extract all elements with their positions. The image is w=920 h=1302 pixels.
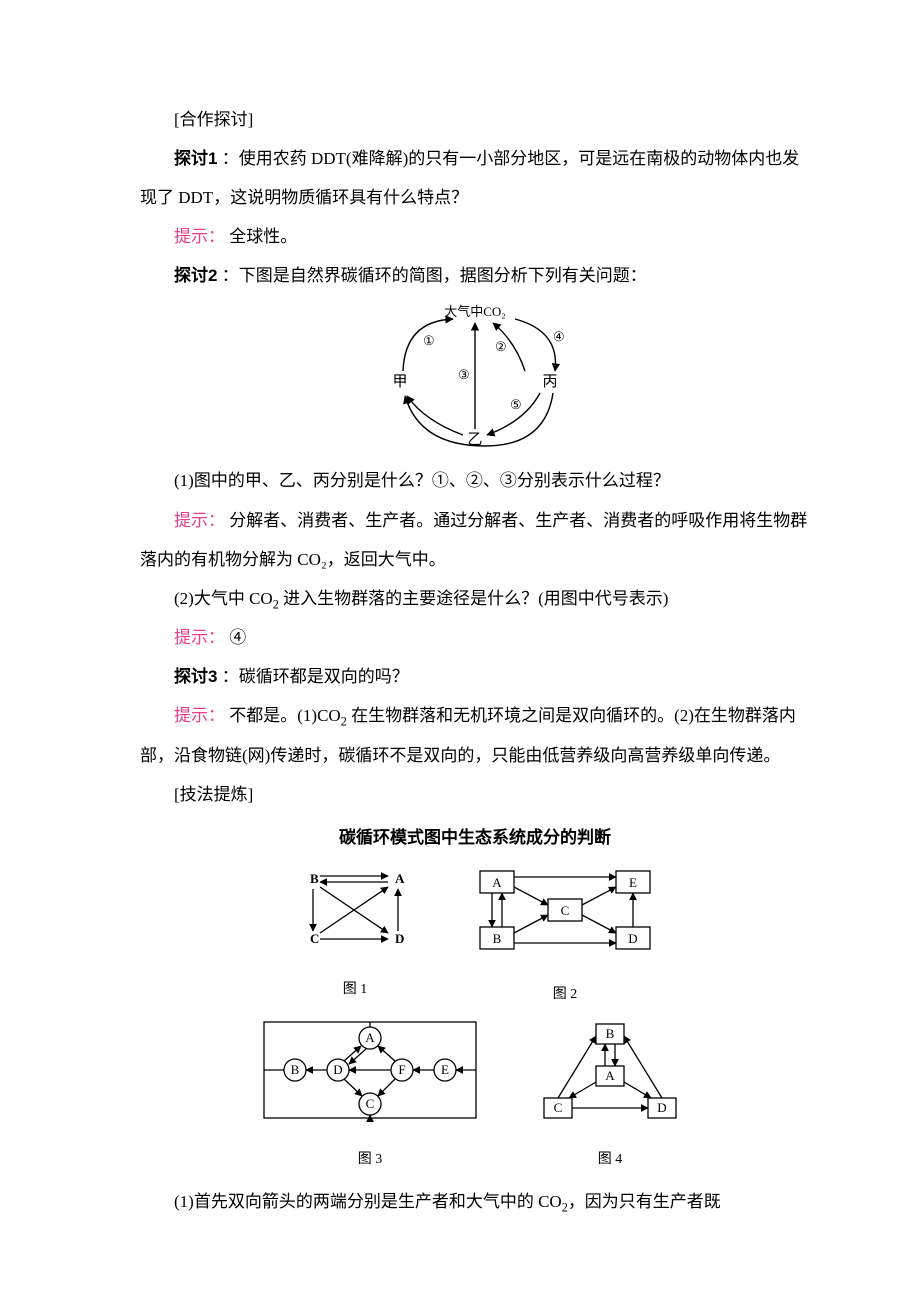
num-1: ①: [423, 333, 435, 348]
tantao-2: 探讨2 ：下图是自然界碳循环的简图，据图分析下列有关问题：: [140, 256, 810, 295]
hint-label: 提示：: [174, 227, 225, 246]
p1-b: ，因为只有生产者既: [568, 1192, 721, 1211]
fig2-label: 图 2: [470, 979, 660, 1011]
question-2: (2)大气中 CO2 进入生物群落的主要途径是什么？(用图中代号表示): [140, 579, 810, 619]
svg-text:D: D: [333, 1062, 342, 1077]
figure-row-1: B A C D 图 1: [140, 863, 810, 1011]
svg-text:A: A: [365, 1030, 375, 1045]
svg-text:B: B: [493, 931, 502, 946]
figure-1: B A C D 图 1: [290, 863, 420, 1011]
hint-label: 提示：: [174, 706, 225, 725]
tantao-1-body: ：使用农药 DDT(难降解)的只有一小部分地区，可是远在南极的动物体内也发现了 …: [140, 149, 799, 207]
hint-body: 全球性。: [229, 227, 297, 246]
figure-2: A E C B D: [470, 863, 660, 1011]
svg-text:D: D: [657, 1100, 666, 1115]
svg-text:C: C: [310, 931, 319, 946]
question-1-hint: 提示： 分解者、消费者、生产者。通过分解者、生产者、消费者的呼吸作用将生物群落内…: [140, 501, 810, 579]
tantao-1: 探讨1 ：使用农药 DDT(难降解)的只有一小部分地区，可是远在南极的动物体内也…: [140, 139, 810, 217]
svg-text:D: D: [628, 931, 637, 946]
hint-label: 提示：: [174, 628, 225, 647]
fig3-label: 图 3: [260, 1144, 480, 1176]
svg-text:B: B: [606, 1026, 615, 1041]
section2-title: 碳循环模式图中生态系统成分的判断: [140, 818, 810, 857]
carbon-cycle-diagram: 大气中CO₂ 甲 丙 乙 ① ② ④ ③ ⑤: [140, 301, 810, 451]
svg-text:B: B: [310, 871, 319, 886]
node-bing: 丙: [542, 374, 557, 390]
num-5: ⑤: [510, 397, 522, 412]
section2-p1: (1)首先双向箭头的两端分别是生产者和大气中的 CO2，因为只有生产者既: [140, 1182, 810, 1222]
svg-text:D: D: [395, 931, 404, 946]
tantao-1-label: 探讨1: [174, 149, 217, 168]
hint-body-a: 不都是。(1)CO: [229, 706, 340, 725]
svg-text:C: C: [366, 1096, 375, 1111]
q2-part-a: (2)大气中 CO: [174, 589, 273, 608]
hint-body: ④: [229, 628, 246, 647]
svg-text:C: C: [561, 903, 570, 918]
hint-label: 提示：: [174, 511, 225, 530]
tantao-2-body: ：下图是自然界碳循环的简图，据图分析下列有关问题：: [222, 266, 647, 285]
question-1: (1)图中的甲、乙、丙分别是什么？①、②、③分别表示什么过程？: [140, 461, 810, 500]
svg-text:E: E: [441, 1062, 449, 1077]
section2-heading: [技法提炼]: [140, 775, 810, 814]
figure-row-2: A B D F E C: [140, 1018, 810, 1176]
fig4-label: 图 4: [530, 1144, 690, 1176]
tantao-3: 探讨3 ：碳循环都是双向的吗？: [140, 657, 810, 696]
figure-3: A B D F E C: [260, 1018, 480, 1176]
hint-body: 分解者、消费者、生产者。通过分解者、生产者、消费者的呼吸作用将生物群落内的有机物…: [140, 511, 807, 569]
q2-part-b: 进入生物群落的主要途径是什么？(用图中代号表示): [279, 589, 669, 608]
section-heading: [合作探讨]: [140, 100, 810, 139]
question-2-hint: 提示： ④: [140, 618, 810, 657]
svg-text:A: A: [492, 875, 502, 890]
node-jia: 甲: [392, 374, 407, 390]
tantao-3-body: ：碳循环都是双向的吗？: [222, 667, 409, 686]
document-page: [合作探讨] 探讨1 ：使用农药 DDT(难降解)的只有一小部分地区，可是远在南…: [0, 0, 920, 1281]
svg-text:F: F: [398, 1062, 405, 1077]
svg-text:E: E: [629, 875, 637, 890]
svg-text:C: C: [554, 1100, 563, 1115]
num-3: ③: [458, 367, 470, 382]
p1-a: (1)首先双向箭头的两端分别是生产者和大气中的 CO: [174, 1192, 562, 1211]
tantao-3-hint: 提示： 不都是。(1)CO2 在生物群落和无机环境之间是双向循环的。(2)在生物…: [140, 696, 810, 775]
figure-4: B A C D: [530, 1018, 690, 1176]
num-4: ④: [553, 329, 565, 344]
svg-text:A: A: [395, 871, 405, 886]
fig1-label: 图 1: [290, 974, 420, 1006]
tantao-2-label: 探讨2: [174, 266, 217, 285]
num-2: ②: [495, 339, 507, 354]
svg-text:B: B: [291, 1062, 300, 1077]
svg-text:A: A: [605, 1068, 615, 1083]
top-label: 大气中CO₂: [444, 304, 506, 319]
tantao-3-label: 探讨3: [174, 667, 217, 686]
tantao-1-hint: 提示： 全球性。: [140, 217, 810, 256]
